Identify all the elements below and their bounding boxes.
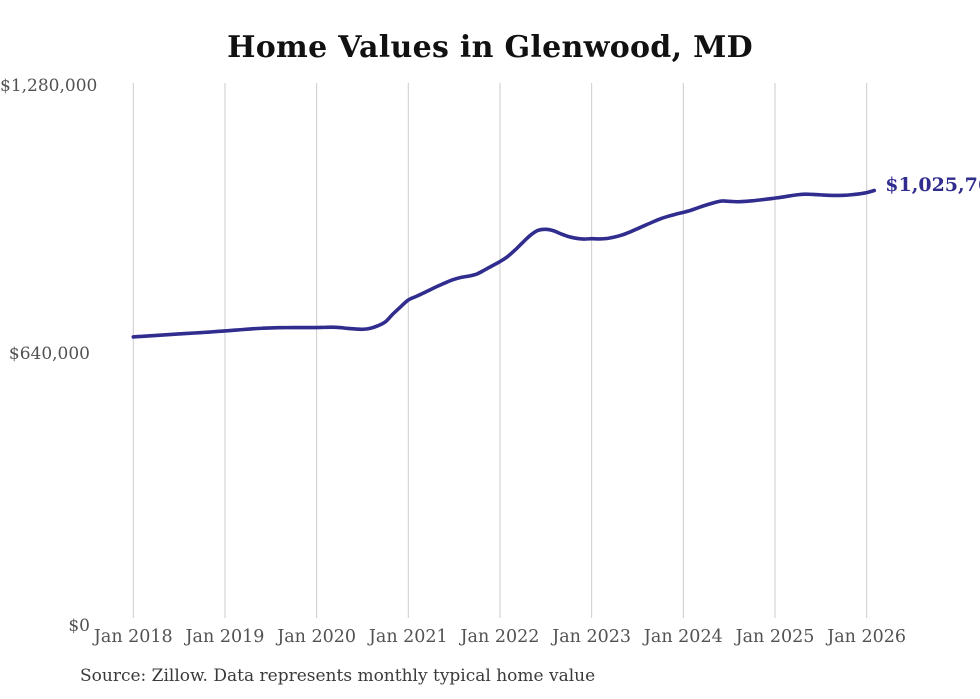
x-tick-jan-2019: Jan 2019 [185,627,265,647]
x-tick-jan-2025: Jan 2025 [735,627,815,647]
x-tick-jan-2020: Jan 2020 [277,627,357,647]
x-tick-jan-2021: Jan 2021 [368,627,448,647]
latest-value-label: $1,025,767 [885,174,980,197]
x-tick-jan-2018: Jan 2018 [93,627,173,647]
x-tick-jan-2024: Jan 2024 [643,627,723,647]
x-tick-jan-2022: Jan 2022 [460,627,540,647]
x-tick-jan-2023: Jan 2023 [552,627,632,647]
source-note: Source: Zillow. Data represents monthly … [80,666,596,686]
y-tick-1280000: $1,280,000 [0,76,98,96]
home-value-line [131,188,877,339]
y-tick-0: $0 [68,616,90,636]
x-tick-jan-2026: Jan 2026 [827,627,907,647]
vertical-gridlines [132,83,868,618]
page-title: Home Values in Glenwood, MD [227,30,753,65]
y-tick-640000: $640,000 [8,344,90,364]
